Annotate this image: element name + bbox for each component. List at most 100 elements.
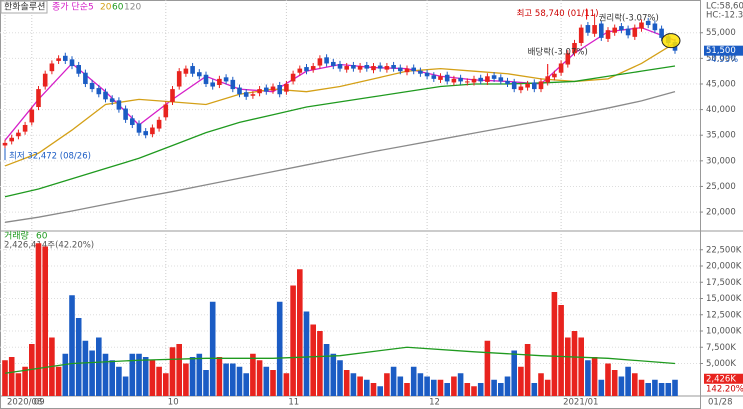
ma-line <box>4 91 676 223</box>
y-tick-label: 35,000 <box>706 131 736 141</box>
volume-bar <box>444 383 450 396</box>
candle-body <box>324 57 329 64</box>
volume-bar <box>457 373 464 396</box>
volume-bar <box>618 376 625 396</box>
volume-bar <box>658 383 665 396</box>
legend-entry: 60 <box>112 3 124 13</box>
legend-entry: 120 <box>124 3 141 13</box>
candle-body <box>645 20 651 26</box>
y-tick-label: 5,000K <box>706 359 736 369</box>
y-tick-label: 7,500K <box>706 343 736 353</box>
volume-bar <box>62 353 69 396</box>
volume-bar <box>625 366 631 396</box>
candle-body <box>525 83 530 88</box>
volume-bar <box>230 363 236 396</box>
candle-body <box>42 73 48 87</box>
volume-bar <box>451 376 457 396</box>
candle-body <box>210 82 215 87</box>
y-tick-label: 12,500K <box>706 310 742 320</box>
candle-body <box>652 23 658 31</box>
candle-body <box>632 27 638 37</box>
volume-bar <box>109 360 115 396</box>
volume-bar <box>491 379 497 396</box>
candle-body <box>599 23 604 38</box>
volume-bar <box>236 366 243 396</box>
candle-body <box>116 100 122 110</box>
candle-body <box>284 83 289 92</box>
y-tick-label: 45,000 <box>706 79 736 89</box>
volume-bar <box>410 366 417 396</box>
candle-body <box>605 30 611 39</box>
candle-body <box>223 77 229 82</box>
volume-bar <box>665 383 672 396</box>
candle-body <box>9 137 14 142</box>
ma-label: 종가 단순 <box>52 2 88 13</box>
candle-body <box>317 58 323 66</box>
candle-body <box>659 28 664 38</box>
volume-bar <box>22 366 28 396</box>
volume-title: 거래량 <box>4 230 29 242</box>
volume-bar <box>290 285 296 396</box>
candle-body <box>538 81 544 90</box>
candle-body <box>511 81 517 90</box>
y-tick-label: 25,000 <box>706 182 736 192</box>
volume-bar <box>250 353 256 396</box>
candle-body <box>270 86 276 91</box>
y-tick-label: 50,000 <box>706 54 736 64</box>
candle-body <box>230 79 236 90</box>
lc-label: LC:58,60 <box>706 2 743 12</box>
candle-body <box>438 76 443 80</box>
volume-bar <box>531 383 538 396</box>
candle-body <box>498 77 504 82</box>
volume-bar <box>149 360 156 396</box>
candle-body <box>418 70 423 74</box>
volume-bar <box>538 373 544 396</box>
volume-bar <box>323 344 330 396</box>
volume-bar <box>591 357 598 396</box>
volume-bar <box>424 376 430 396</box>
volume-bar <box>169 347 176 396</box>
candle-body <box>89 82 95 90</box>
candle-body <box>371 66 376 71</box>
volume-bar <box>297 269 303 396</box>
y-tick-label: 30,000 <box>706 156 736 166</box>
candle-body <box>163 104 169 118</box>
volume-bar <box>183 363 189 396</box>
candle-body <box>96 88 102 95</box>
volume-bar <box>96 337 102 396</box>
volume-bar <box>672 379 678 396</box>
volume-bar <box>377 386 383 396</box>
volume-bar <box>216 357 223 396</box>
candle-body <box>29 109 35 123</box>
candle-body <box>290 73 296 82</box>
candle-body <box>22 124 28 132</box>
candle-body <box>257 89 262 94</box>
volume-bar <box>511 350 517 396</box>
candle-body <box>136 123 142 133</box>
candle-body <box>83 72 88 84</box>
x-tick-label: 09 <box>34 398 45 408</box>
y-tick-label: 20,000K <box>706 262 742 272</box>
volume-bar <box>544 379 551 396</box>
candle-body <box>297 68 303 73</box>
candle-body <box>485 76 490 82</box>
volume-bar <box>8 357 15 396</box>
legend-entry: 20 <box>100 3 112 13</box>
volume-bar <box>484 340 491 396</box>
candle-body <box>331 61 336 67</box>
volume-bar <box>156 366 162 396</box>
candle-body <box>237 87 242 95</box>
candle-body <box>518 86 524 91</box>
x-tick-label: 2020/08 <box>7 398 42 408</box>
candle-body <box>351 65 356 69</box>
candle-body <box>532 82 537 90</box>
volume-bar <box>343 370 350 396</box>
volume-bar <box>370 383 377 396</box>
candle-body <box>471 78 477 83</box>
volume-bar <box>330 353 337 396</box>
candle-body <box>250 94 256 96</box>
volume-bar <box>437 379 444 396</box>
candle-body <box>552 73 557 78</box>
candle-body <box>391 65 396 69</box>
candle-body <box>63 55 68 61</box>
